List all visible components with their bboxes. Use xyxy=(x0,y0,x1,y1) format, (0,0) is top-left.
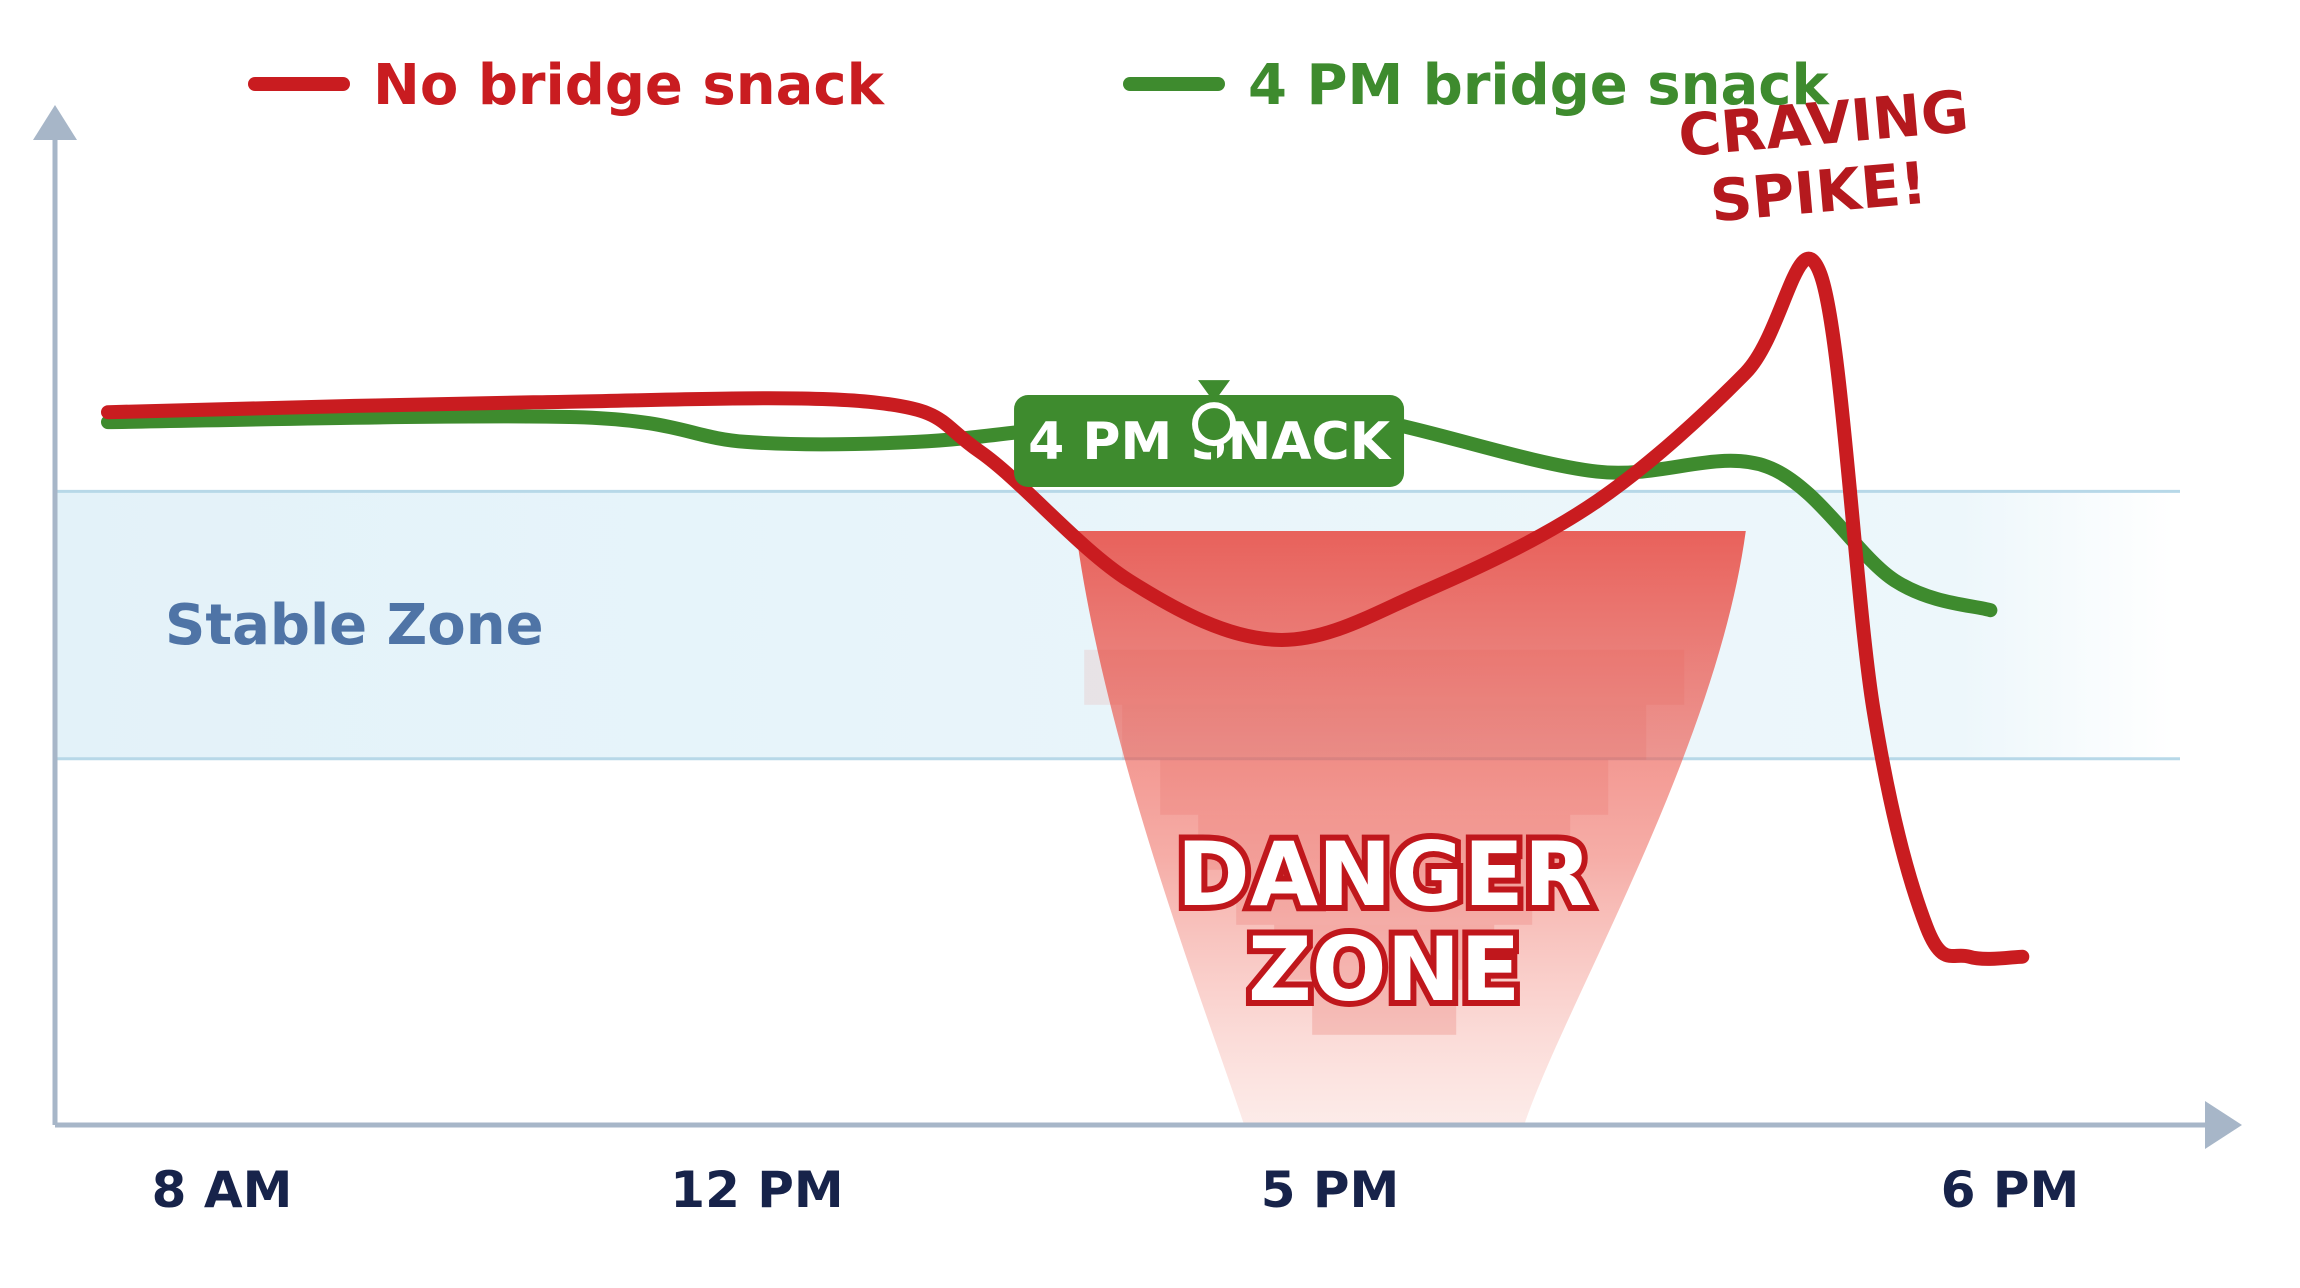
legend-label-1: 4 PM bridge snack xyxy=(1248,53,1830,118)
danger-zone-step xyxy=(1198,814,1571,870)
x-axis-arrow xyxy=(2205,1101,2242,1149)
danger-label-line-1: DANGER xyxy=(1177,823,1592,926)
stable-zone-label: Stable Zone xyxy=(165,593,544,658)
danger-zone-step xyxy=(1122,704,1647,760)
series-line-0 xyxy=(101,251,2030,966)
x-tick-label: 5 PM xyxy=(1261,1161,1400,1219)
snack-callout-arrowhead xyxy=(1198,380,1231,403)
x-tick-label: 6 PM xyxy=(1941,1161,2080,1219)
x-tick-label: 8 AM xyxy=(152,1161,293,1219)
danger-zone-step xyxy=(1084,649,1685,705)
danger-label-line-2: ZONE xyxy=(1248,918,1520,1021)
x-tick-label: 12 PM xyxy=(670,1161,843,1219)
danger-zone-step xyxy=(1312,979,1457,1035)
danger-zone-step xyxy=(1274,924,1495,980)
snack-marker xyxy=(1192,402,1237,447)
danger-zone-step xyxy=(1160,759,1609,815)
legend-label-0: No bridge snack xyxy=(373,53,886,118)
danger-zone-step xyxy=(1236,869,1533,925)
danger-zone-area xyxy=(1075,531,1746,1125)
y-axis-arrow xyxy=(33,105,77,140)
